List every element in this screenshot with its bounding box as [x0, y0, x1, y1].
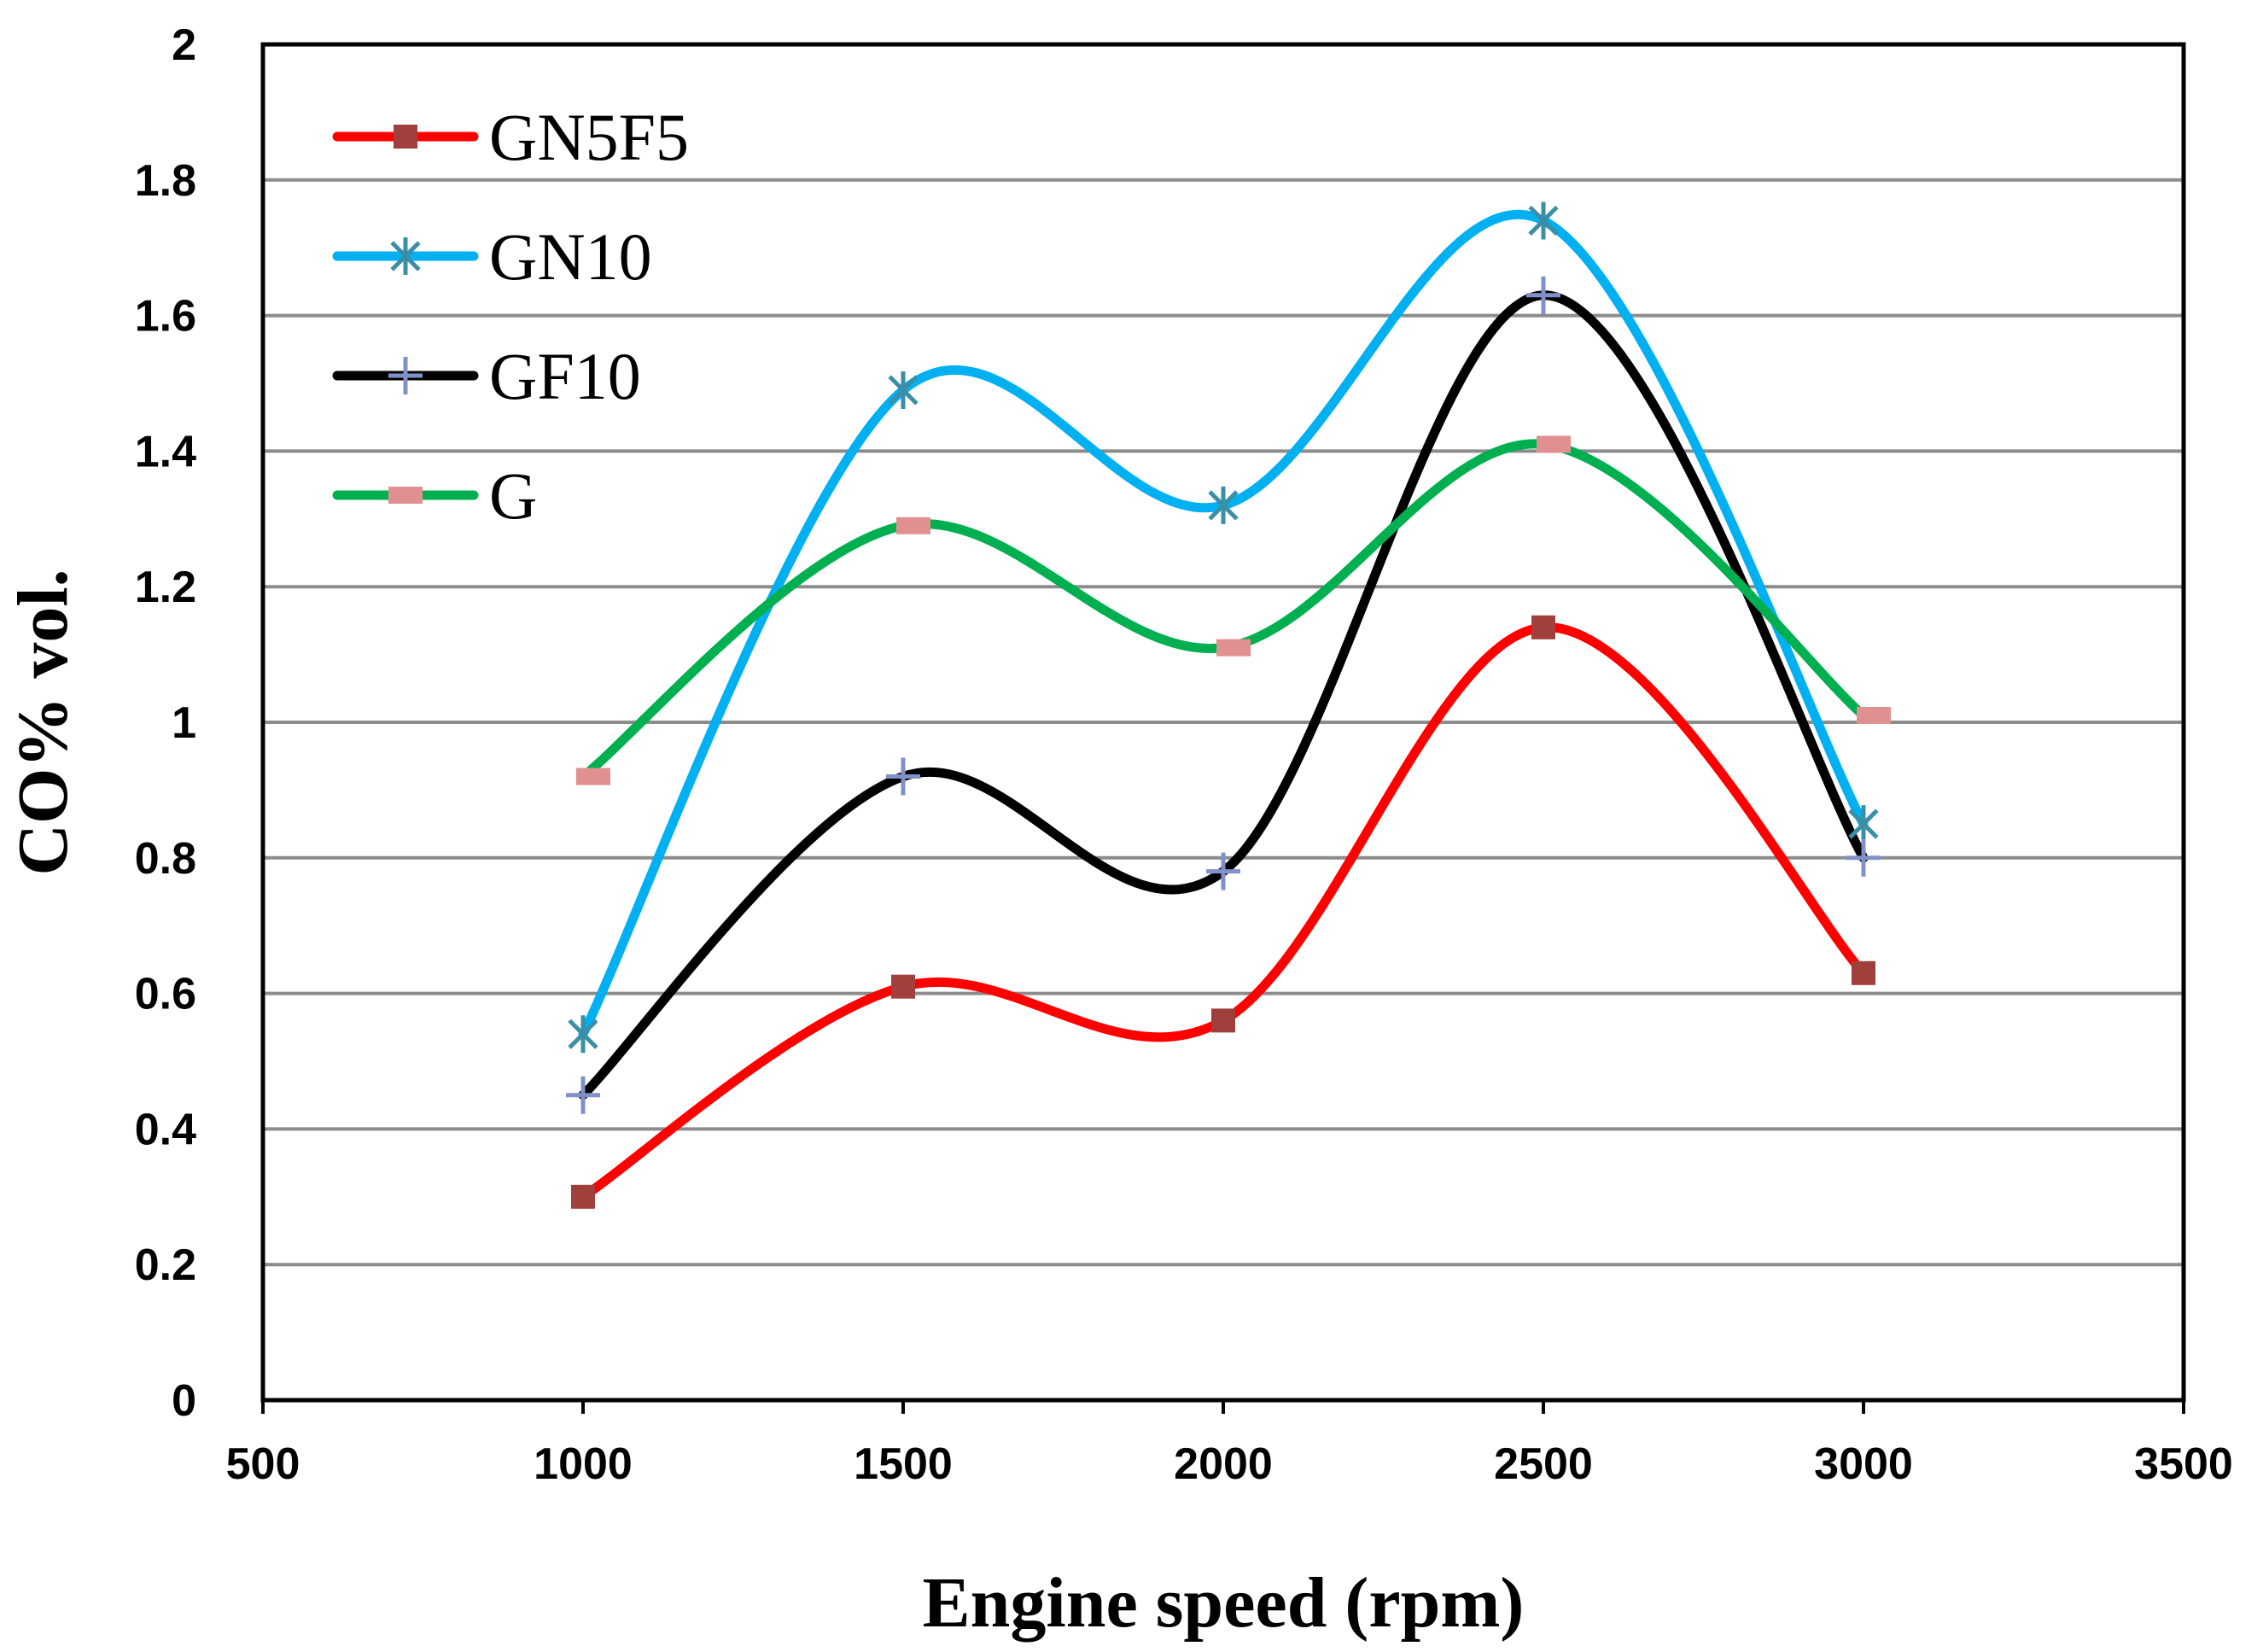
x-tick-label: 1500	[854, 1439, 953, 1489]
data-point-g	[1216, 639, 1251, 657]
data-point-gn10	[888, 371, 919, 409]
legend-item-gf10: GF10	[332, 339, 641, 413]
data-point-g	[1857, 707, 1891, 725]
data-point-g	[576, 768, 610, 785]
data-point-g	[896, 517, 930, 534]
x-tick-label: 2000	[1174, 1439, 1273, 1489]
x-tick-label: 1000	[534, 1439, 633, 1489]
data-point-g	[1537, 435, 1571, 453]
y-tick-label: 1.4	[135, 427, 196, 476]
legend-label: GN5F5	[489, 100, 689, 174]
legend-marker	[394, 125, 417, 149]
x-tick-label: 3500	[2134, 1439, 2233, 1489]
data-point-gf10	[1206, 852, 1240, 890]
y-tick-label: 0.6	[135, 970, 196, 1019]
y-tick-label: 1.6	[135, 292, 196, 341]
y-axis-title: CO% vol.	[3, 569, 83, 875]
legend-label: G	[489, 458, 537, 533]
x-axis-ticks: 500 1000 1500 2000 2500 3000 3500	[226, 1400, 2233, 1489]
x-tick-label: 500	[226, 1439, 300, 1489]
series-markers	[566, 201, 1891, 1209]
legend: GN5F5 GN10 GF10 G	[332, 100, 689, 533]
gridlines	[263, 178, 2184, 1267]
y-tick-label: 0.2	[135, 1240, 196, 1290]
x-axis-title: Engine speed (rpm)	[923, 1563, 1525, 1643]
data-point-gf10	[566, 1076, 600, 1114]
data-point-gn5f5	[1852, 960, 1875, 985]
x-tick-label: 3000	[1814, 1439, 1913, 1489]
data-point-gn10	[568, 1015, 598, 1054]
y-tick-label: 0.4	[135, 1105, 196, 1154]
data-point-gf10	[886, 757, 920, 796]
x-tick-label: 2500	[1494, 1439, 1593, 1489]
legend-label: GN10	[489, 219, 652, 294]
data-point-gn10	[1528, 201, 1559, 240]
data-point-gn5f5	[1531, 615, 1555, 639]
y-tick-label: 0	[172, 1376, 196, 1426]
data-point-gn10	[1848, 805, 1879, 844]
series-line-gn5f5	[578, 622, 1869, 1202]
legend-item-gn10: GN10	[332, 219, 652, 294]
y-tick-label: 1.8	[135, 156, 196, 206]
data-point-gn10	[1208, 486, 1239, 524]
y-tick-label: 2	[172, 20, 196, 70]
legend-marker	[388, 487, 423, 504]
legend-label: GF10	[489, 339, 641, 413]
data-point-gn5f5	[571, 1184, 595, 1209]
y-axis-ticks: 0 0.2 0.4 0.6 0.8 1 1.2 1.4 1.6 1.8 2	[135, 20, 196, 1426]
data-point-gf10	[1846, 838, 1881, 877]
data-point-gf10	[1526, 276, 1560, 314]
y-tick-label: 1.2	[135, 563, 196, 612]
data-point-gn5f5	[891, 974, 915, 999]
y-tick-label: 1	[172, 698, 196, 748]
legend-marker	[390, 237, 421, 275]
legend-item-gn5f5: GN5F5	[332, 100, 689, 174]
data-point-gn5f5	[1211, 1008, 1235, 1033]
legend-item-g: G	[332, 458, 537, 533]
y-tick-label: 0.8	[135, 834, 196, 884]
series-line-gf10	[578, 290, 1869, 1100]
legend-marker	[388, 357, 423, 394]
